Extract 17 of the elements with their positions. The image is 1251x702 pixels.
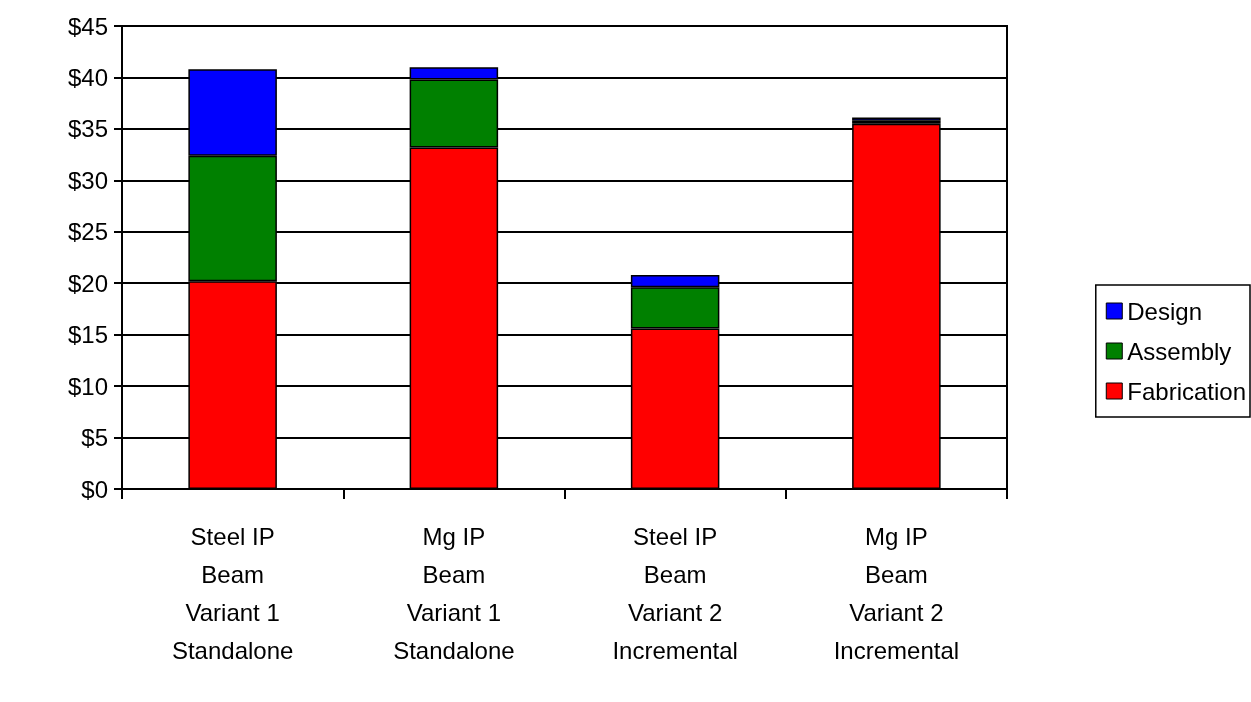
y-tick-label: $30 — [67, 166, 108, 194]
legend-label: Design — [1127, 297, 1202, 325]
y-tick-label: $40 — [67, 63, 108, 91]
y-tick-label: $5 — [81, 424, 108, 452]
y-tick-label: $0 — [81, 475, 108, 503]
x-tick-label: Mg IP Beam Variant 2 Incremental — [833, 522, 960, 664]
y-tick-label: $10 — [67, 372, 108, 400]
x-tick-label: Steel IP Beam Variant 1 Standalone — [171, 522, 294, 664]
y-tick-label: $45 — [67, 12, 108, 40]
legend-label: Assembly — [1127, 337, 1232, 365]
x-tick-label: Mg IP Beam Variant 1 Standalone — [393, 522, 515, 664]
y-tick-label: $35 — [67, 115, 108, 143]
legend-label: Fabrication — [1127, 377, 1247, 405]
x-tick-label: Steel IP Beam Variant 2 Incremental — [612, 522, 738, 664]
y-tick-label: $20 — [67, 269, 108, 297]
y-tick-label: $15 — [67, 321, 108, 349]
y-tick-label: $25 — [67, 218, 108, 246]
